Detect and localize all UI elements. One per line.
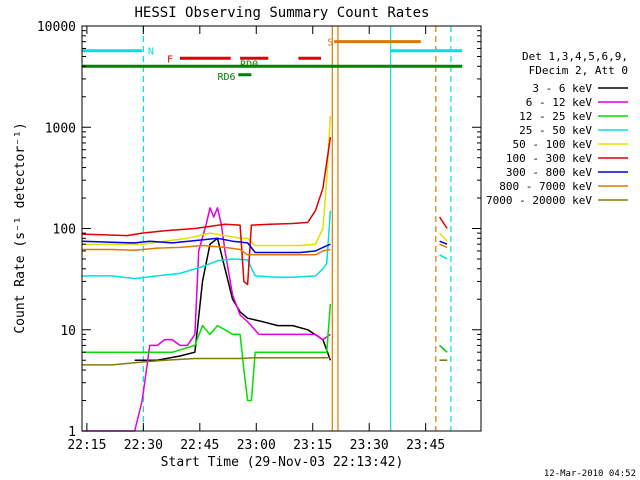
y-tick-label-1: 10: [60, 324, 76, 339]
legend-header-0: Det 1,3,4,5,6,9,: [522, 50, 628, 63]
series-line-1-segment-0: [82, 207, 331, 432]
plot-area: N F RD0 RD6 S 22:15 22:30 22:45 23:00 23:15 23:30…: [37, 20, 482, 453]
series-line-7-segment-1: [439, 243, 448, 249]
x-tick-label-3: 23:00: [237, 438, 276, 453]
legend-label-0: 3 - 6 keV: [532, 82, 592, 95]
series-line-3-segment-1: [439, 254, 448, 260]
y-tick-label-2: 100: [53, 223, 76, 238]
legend-label-8: 7000 - 20000 keV: [486, 194, 592, 207]
series-line-3-segment-0: [82, 210, 332, 280]
y-axis-label: Count Rate (s⁻¹ detector⁻¹): [13, 122, 28, 333]
chart-title: HESSI Observing Summary Count Rates: [134, 5, 429, 21]
flag-label-s: S: [327, 38, 333, 49]
x-tick-label-4: 23:15: [293, 438, 332, 453]
series-line-2-segment-0: [82, 303, 332, 402]
timestamp-footer: 12-Mar-2010 04:52: [544, 469, 636, 479]
series-line-5-segment-0: [81, 136, 332, 286]
flag-label-rd0: RD0: [240, 59, 258, 70]
legend-label-3: 25 - 50 keV: [519, 124, 592, 137]
flag-label-n: N: [148, 47, 154, 58]
legend-label-2: 12 - 25 keV: [519, 110, 592, 123]
x-tick-label-6: 23:45: [406, 438, 445, 453]
x-tick-label-5: 23:30: [350, 438, 389, 453]
y-tick-label-4: 10000: [37, 20, 76, 35]
legend-header-1: FDecim 2, Att 0: [529, 64, 628, 77]
legend-label-1: 6 - 12 keV: [526, 96, 593, 109]
flag-label-rd6: RD6: [218, 72, 236, 83]
legend-label-5: 100 - 300 keV: [506, 152, 592, 165]
legend-label-4: 50 - 100 keV: [513, 138, 593, 151]
series-line-8-segment-0: [82, 356, 331, 366]
legend-label-6: 300 - 800 keV: [506, 166, 592, 179]
x-tick-label-1: 22:30: [124, 438, 163, 453]
series-line-4-segment-0: [82, 115, 332, 247]
y-tick-label-0: 1: [68, 425, 76, 440]
x-tick-label-2: 22:45: [180, 438, 219, 453]
series-line-7-segment-0: [82, 244, 331, 256]
series-line-6-segment-0: [81, 237, 331, 254]
x-tick-label-0: 22:15: [67, 438, 106, 453]
legend-label-7: 800 - 7000 keV: [499, 180, 592, 193]
legend: Det 1,3,4,5,6,9,FDecim 2, Att 0 3 - 6 keV…: [486, 50, 628, 207]
series-line-6-segment-1: [439, 240, 448, 245]
flag-label-f: F: [167, 54, 173, 65]
series-line-4-segment-1: [439, 232, 448, 242]
plot-frame: [81, 25, 482, 432]
series-line-2-segment-1: [439, 344, 448, 353]
series-line-5-segment-1: [438, 216, 448, 229]
x-axis-label: Start Time (29-Nov-03 22:13:42): [161, 455, 404, 470]
y-tick-label-3: 1000: [45, 121, 76, 136]
series-line-0-segment-0: [134, 237, 332, 361]
